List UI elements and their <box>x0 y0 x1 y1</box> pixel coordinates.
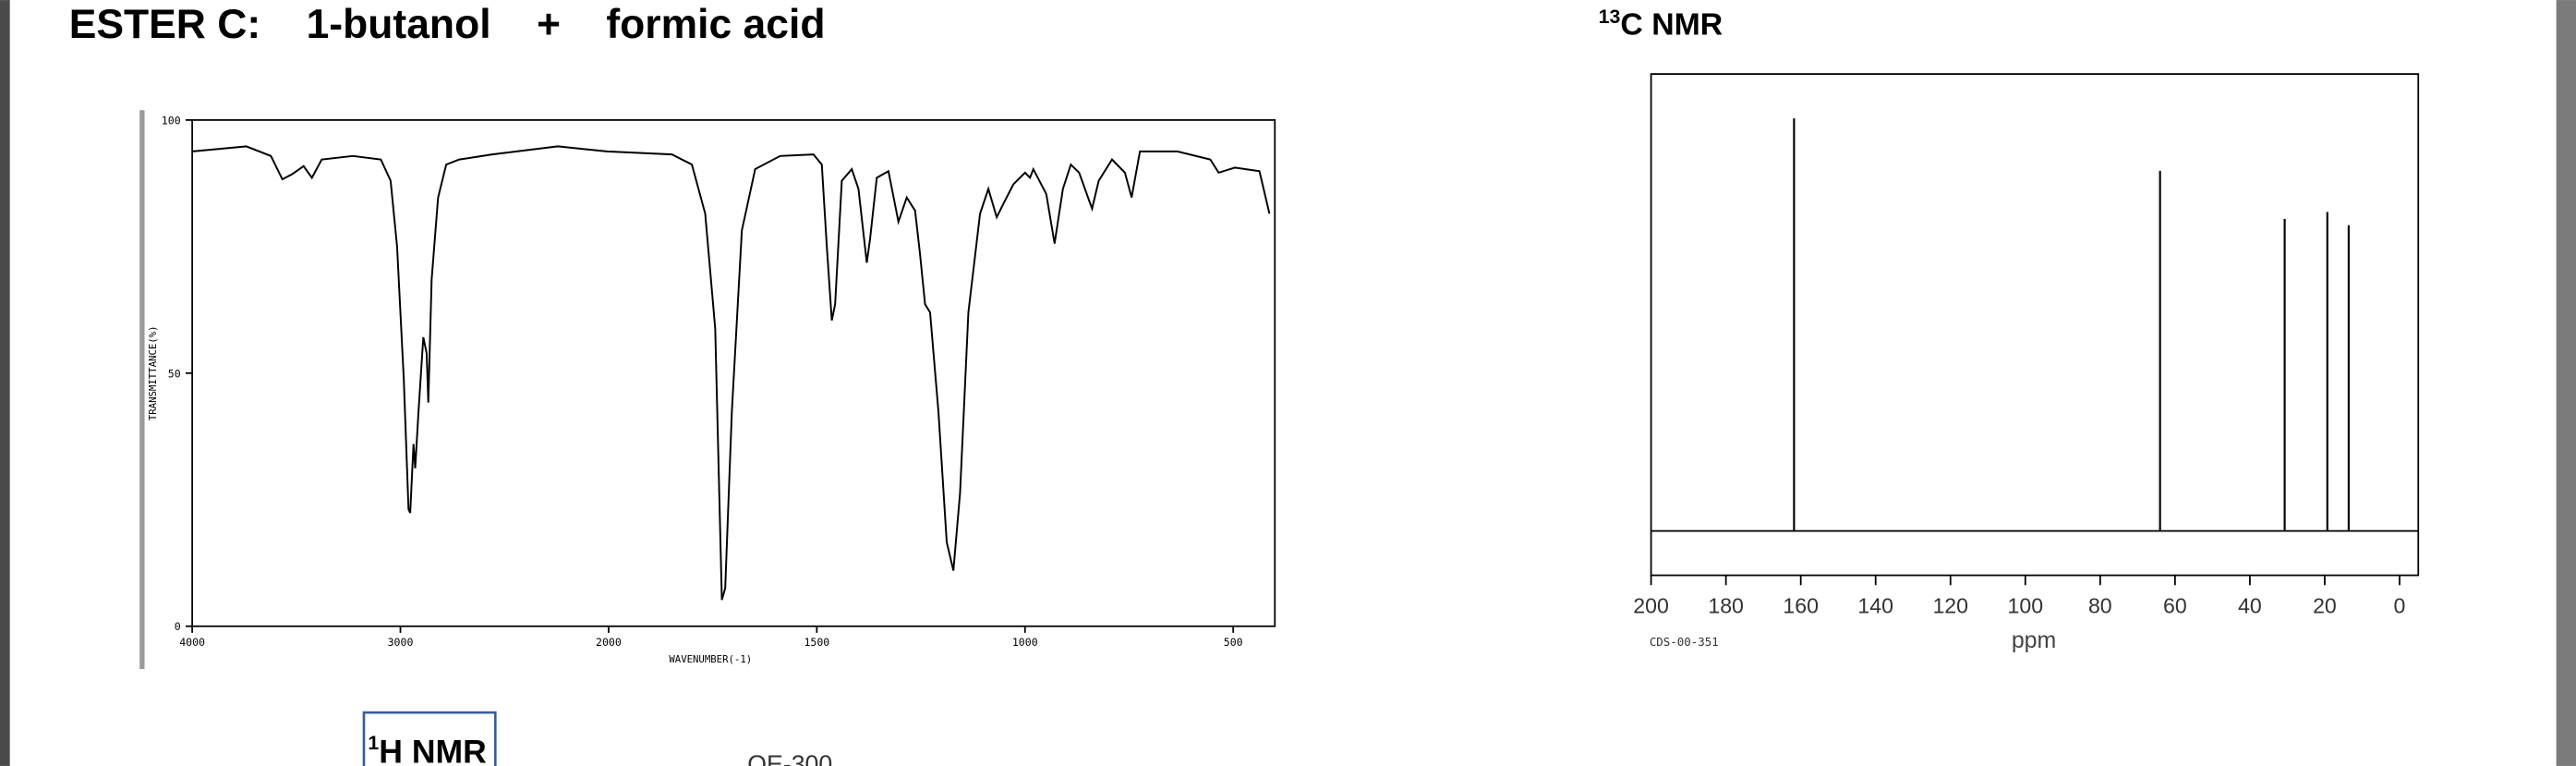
instrument-label: QE-300 <box>747 750 832 766</box>
x-tick-label: 40 <box>2238 594 2262 618</box>
x-axis-label: WAVENUMBER(-1) <box>669 653 752 665</box>
x-tick-label: 140 <box>1857 594 1893 618</box>
nmr-heading-text: C NMR <box>1620 6 1723 42</box>
x-tick-label: 0 <box>2394 594 2406 618</box>
x-tick-label: 60 <box>2163 594 2187 618</box>
x-tick-label: 80 <box>2088 594 2112 618</box>
x-axis-label: ppm <box>2012 627 2056 653</box>
x-tick-label: 2000 <box>596 636 622 649</box>
plot-frame <box>191 119 1276 627</box>
plot-frame <box>1650 73 2420 577</box>
nmr-heading: 13C NMR <box>1599 6 1723 42</box>
x-tick-label: 120 <box>1932 594 1968 618</box>
x-tick-label: 500 <box>1224 636 1243 649</box>
x-tick-label: 20 <box>2313 594 2337 618</box>
x-tick-label: 160 <box>1783 594 1819 618</box>
x-tick-label: 1000 <box>1012 636 1038 649</box>
x-tick-label: 1500 <box>804 636 829 649</box>
y-axis-label: TRANSMITTANCE(%) <box>147 325 159 420</box>
x-tick-label: 4000 <box>179 636 205 649</box>
nmr-heading-sup: 13 <box>1599 6 1621 28</box>
spectrum-line <box>192 145 1271 601</box>
left-border <box>0 0 10 766</box>
x-tick-label: 3000 <box>388 636 414 649</box>
y-tick-label: 0 <box>175 620 181 633</box>
ir-side-bar <box>139 110 145 669</box>
x-tick-label: 180 <box>1708 594 1744 618</box>
h-nmr-sup: 1 <box>368 732 379 754</box>
y-tick-label: 100 <box>162 114 181 127</box>
y-tick-label: 50 <box>168 367 181 380</box>
right-border <box>2556 0 2576 766</box>
h-nmr-heading: 1H NMR <box>368 732 486 766</box>
x-tick-label: 200 <box>1633 594 1669 618</box>
h-nmr-label: H NMR <box>379 733 487 766</box>
x-tick-label: 100 <box>2008 594 2044 618</box>
h-nmr-box <box>362 711 497 766</box>
slide-title: ESTER C: 1-butanol + formic acid <box>69 2 826 47</box>
source-note: CDS-00-351 <box>1650 635 1719 649</box>
